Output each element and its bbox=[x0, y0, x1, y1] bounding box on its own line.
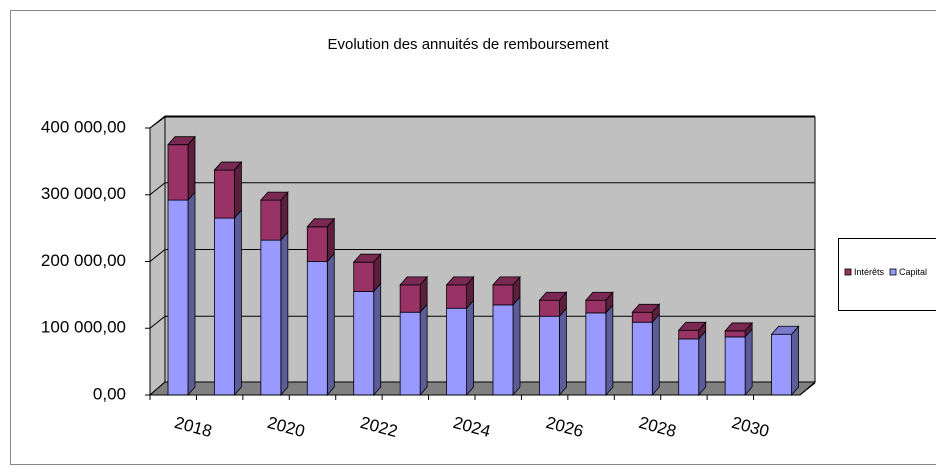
bar bbox=[214, 169, 235, 219]
bar bbox=[260, 239, 282, 396]
bar bbox=[678, 338, 700, 396]
bar-side bbox=[234, 160, 242, 220]
y-tick-label: 0,00 bbox=[93, 384, 126, 403]
bar-top bbox=[445, 276, 475, 286]
bar bbox=[353, 291, 375, 396]
y-tick-label: 200 000,00 bbox=[41, 251, 126, 270]
bar-side bbox=[605, 303, 614, 397]
bar bbox=[724, 330, 746, 338]
bar-side bbox=[373, 282, 382, 397]
y-tick-label: 300 000,00 bbox=[41, 184, 126, 203]
bar bbox=[539, 315, 560, 396]
bar bbox=[399, 311, 421, 396]
bar-side bbox=[466, 299, 474, 397]
y-tick-label: 100 000,00 bbox=[41, 318, 126, 337]
bar bbox=[306, 226, 328, 262]
bar bbox=[446, 307, 467, 396]
bar bbox=[446, 284, 467, 309]
bar-side bbox=[698, 329, 707, 397]
bar bbox=[539, 299, 560, 317]
bar-top bbox=[259, 191, 289, 201]
bar-top bbox=[352, 253, 382, 263]
x-axis-depth bbox=[799, 382, 816, 396]
bar bbox=[167, 144, 189, 201]
bar-side bbox=[187, 191, 196, 397]
bar bbox=[678, 329, 700, 340]
legend-swatch bbox=[844, 268, 852, 276]
bar bbox=[631, 311, 653, 323]
bar-side bbox=[280, 231, 289, 397]
bar bbox=[771, 333, 792, 396]
legend-label: Intérêts bbox=[854, 267, 885, 277]
chart-title: Evolution des annuités de remboursement bbox=[327, 36, 609, 53]
bar-top bbox=[677, 321, 707, 331]
bar bbox=[353, 261, 375, 292]
bar-side bbox=[326, 252, 335, 397]
bar bbox=[585, 312, 607, 396]
bar-side bbox=[512, 295, 521, 397]
bar-top bbox=[167, 136, 196, 146]
bar-top bbox=[584, 291, 614, 301]
legend-label: Capital bbox=[899, 267, 927, 277]
bar-top bbox=[213, 161, 243, 171]
bar-side bbox=[559, 307, 567, 397]
bar bbox=[399, 284, 421, 313]
bar-side bbox=[419, 303, 428, 397]
floor bbox=[148, 381, 817, 396]
bar-top bbox=[770, 325, 800, 335]
bar-side bbox=[234, 209, 242, 397]
bar bbox=[260, 199, 282, 241]
bar bbox=[306, 261, 328, 396]
bar-top bbox=[399, 276, 429, 286]
bar bbox=[214, 217, 235, 396]
bar bbox=[492, 304, 514, 396]
bar bbox=[631, 321, 653, 396]
legend bbox=[838, 238, 936, 311]
grid-line-side bbox=[149, 115, 166, 129]
bar-side bbox=[651, 313, 660, 397]
bar-top bbox=[306, 218, 336, 228]
grid-line-side bbox=[149, 315, 166, 329]
bar bbox=[724, 336, 746, 396]
bar-top bbox=[631, 303, 661, 313]
bar-side bbox=[744, 327, 753, 397]
bar-side bbox=[187, 135, 196, 202]
grid-line-side bbox=[149, 249, 166, 262]
bar-top bbox=[492, 276, 521, 286]
bar-top bbox=[724, 322, 754, 332]
legend-swatch bbox=[889, 268, 897, 276]
y-tick-label: 400 000,00 bbox=[41, 117, 126, 136]
grid-line-side bbox=[149, 182, 166, 196]
bar bbox=[492, 284, 514, 306]
bar bbox=[585, 299, 607, 314]
bar bbox=[167, 199, 189, 396]
bar-side bbox=[791, 325, 799, 397]
bar-top bbox=[538, 291, 568, 301]
